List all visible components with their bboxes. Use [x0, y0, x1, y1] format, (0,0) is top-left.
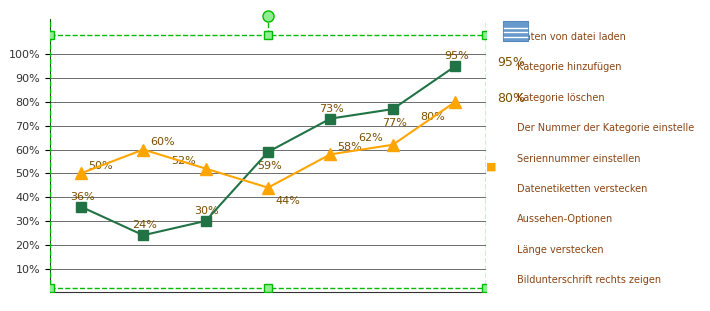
- Text: Bildunterschrift rechts zeigen: Bildunterschrift rechts zeigen: [518, 275, 662, 285]
- Text: Datenetiketten verstecken: Datenetiketten verstecken: [518, 184, 648, 194]
- Text: 77%: 77%: [382, 118, 407, 128]
- Bar: [503, 21, 528, 40]
- Text: Kategorie löschen: Kategorie löschen: [518, 93, 605, 103]
- Text: 73%: 73%: [320, 104, 344, 114]
- Text: 60%: 60%: [151, 137, 175, 147]
- Text: 59%: 59%: [257, 160, 282, 171]
- Text: Länge verstecken: Länge verstecken: [518, 245, 604, 255]
- Text: 80%: 80%: [498, 92, 525, 105]
- Text: 30%: 30%: [195, 206, 219, 216]
- Text: 58%: 58%: [337, 142, 362, 152]
- Text: 24%: 24%: [132, 220, 157, 230]
- Text: 95%: 95%: [444, 51, 469, 61]
- Text: 36%: 36%: [70, 192, 94, 202]
- Text: Aussehen-Optionen: Aussehen-Optionen: [518, 214, 613, 224]
- Text: Seriennummer einstellen: Seriennummer einstellen: [518, 154, 641, 164]
- Text: 52%: 52%: [171, 156, 196, 166]
- Text: Der Nummer der Kategorie einstelle: Der Nummer der Kategorie einstelle: [518, 123, 694, 133]
- Text: 50%: 50%: [88, 161, 112, 171]
- Text: 44%: 44%: [275, 196, 300, 206]
- Text: ■: ■: [486, 161, 496, 171]
- Text: 80%: 80%: [420, 112, 445, 122]
- Text: 95%: 95%: [498, 56, 525, 69]
- Text: Kategorie hinzufügen: Kategorie hinzufügen: [518, 62, 622, 72]
- Text: 62%: 62%: [358, 132, 383, 143]
- Text: Daten von datei laden: Daten von datei laden: [518, 32, 626, 42]
